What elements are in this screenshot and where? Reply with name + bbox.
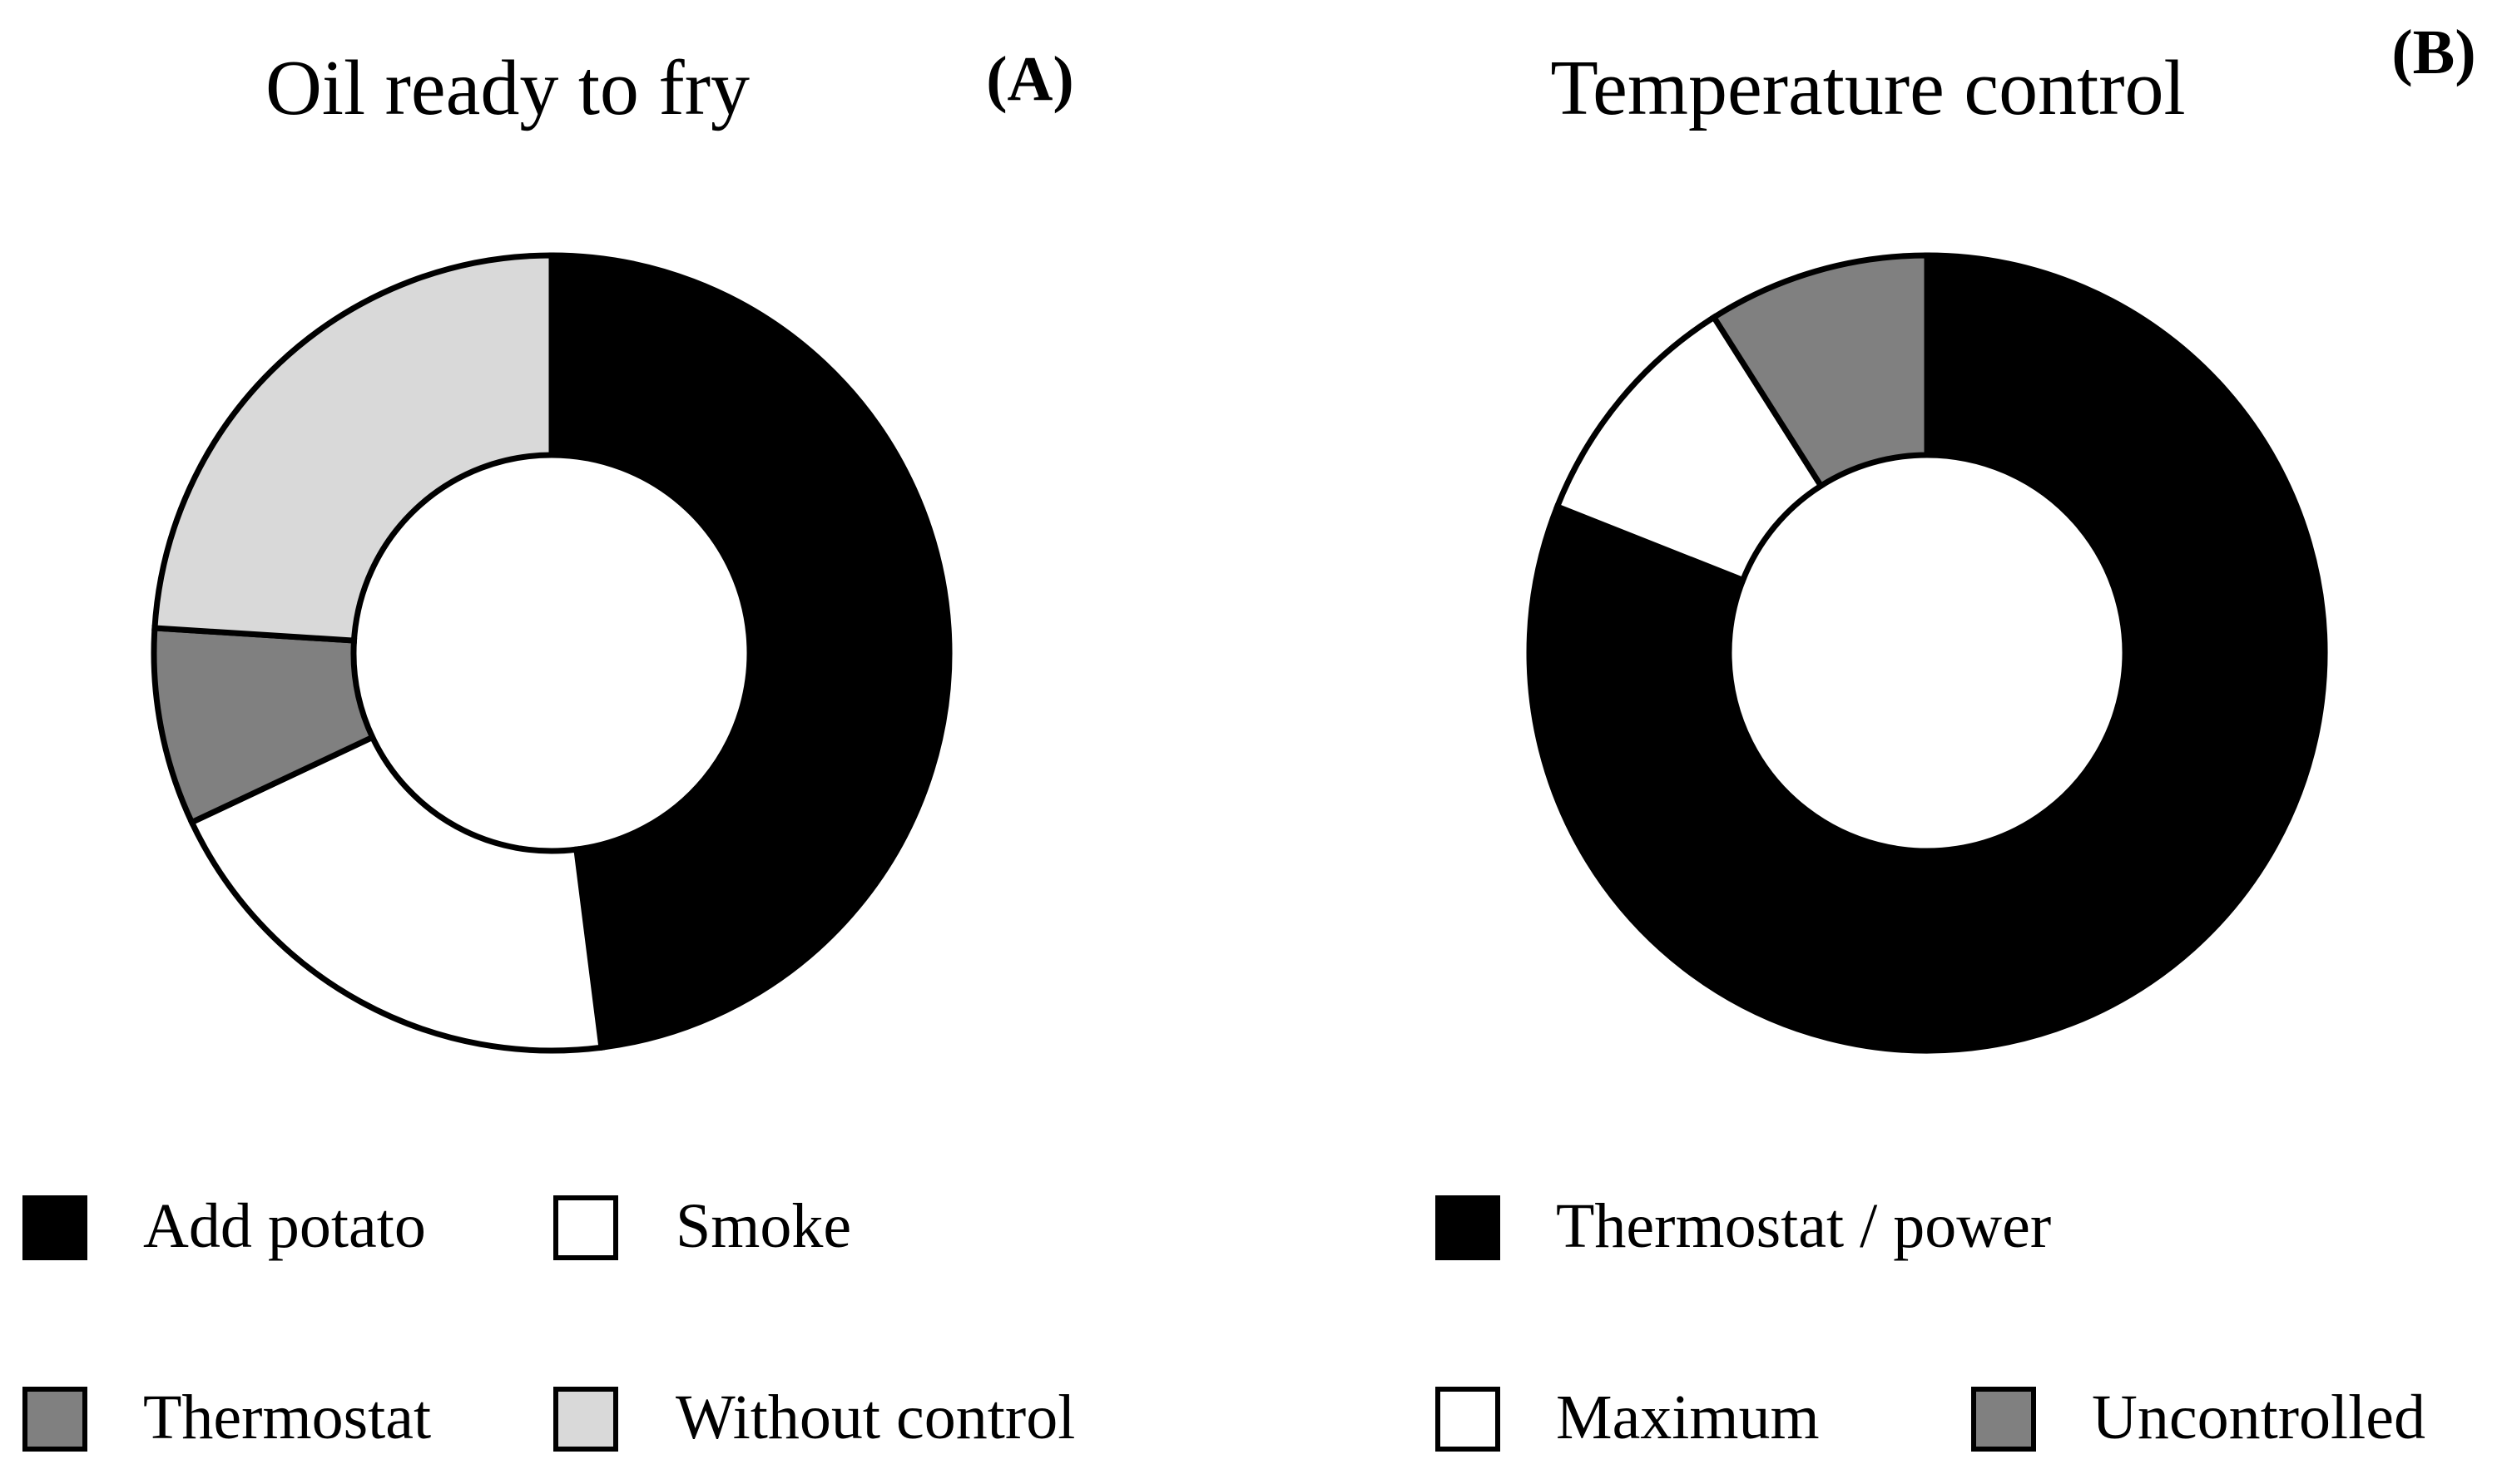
legend-swatch-thermostat-power [1435, 1195, 1500, 1260]
legend-label-smoke: Smoke [676, 1191, 851, 1261]
panel-a: Oil ready to fry (A) Add potato Smoke Ther… [22, 44, 1075, 1452]
slice-smoke [187, 733, 605, 1054]
panel-b: Temperature control (B) Thermostat / pow… [1435, 17, 2476, 1452]
panel-label: (A) [986, 44, 1074, 114]
legend-label-uncontrolled: Uncontrolled [2092, 1383, 2425, 1452]
slice-add-potato [548, 252, 953, 1051]
legend-swatch-smoke [553, 1195, 618, 1260]
donut-slices [151, 252, 953, 1054]
legend-swatch-without-control [553, 1387, 618, 1452]
slice-without-control [151, 252, 555, 644]
legend-swatch-add-potato [22, 1195, 87, 1260]
slice-uncontrolled [1710, 252, 1930, 490]
donut-slices [1526, 252, 2328, 1054]
legend-swatch-uncontrolled [1971, 1387, 2036, 1452]
panel-label: (B) [2391, 17, 2475, 87]
legend-swatch-maximum [1435, 1387, 1500, 1452]
legend: Add potato Smoke Thermostat Without control [22, 1191, 1075, 1452]
legend-label-without-control: Without control [676, 1383, 1075, 1452]
legend-label-maximum: Maximum [1556, 1383, 1820, 1452]
legend-label-thermostat-power: Thermostat / power [1556, 1191, 2051, 1261]
legend-swatch-thermostat [22, 1387, 87, 1452]
legend-label-thermostat: Thermostat [143, 1383, 431, 1452]
slice-thermostat-power [1526, 252, 2328, 1054]
legend: Thermostat / power Maximum Uncontrolled [1435, 1191, 2425, 1452]
legend-label-add-potato: Add potato [143, 1191, 426, 1261]
chart-title: Oil ready to fry [265, 45, 750, 131]
chart-title: Temperature control [1550, 45, 2185, 131]
